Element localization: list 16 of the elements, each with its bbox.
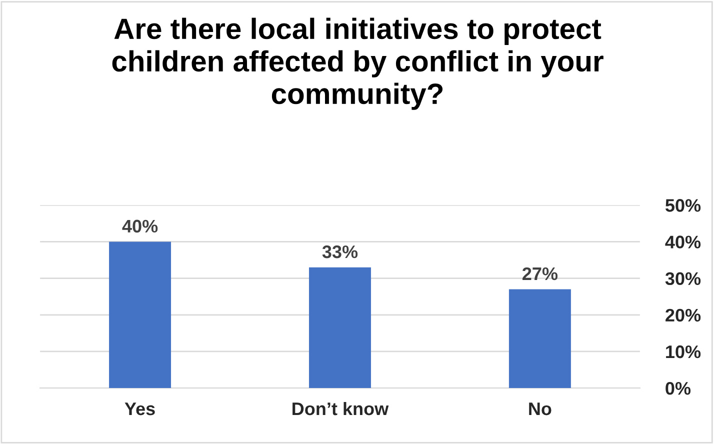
y-tick-label: 0% [666, 382, 691, 395]
y-tick-label: 30% [665, 272, 701, 286]
x-tick-label: Don’t know [292, 402, 389, 416]
bar [508, 289, 571, 388]
x-tick-label: Yes [124, 402, 155, 416]
y-tick-label: 50% [665, 199, 701, 212]
data-label: 27% [522, 267, 558, 280]
x-tick-label: No [529, 402, 552, 416]
data-label: 33% [322, 245, 358, 258]
data-label: 40% [122, 220, 158, 233]
bar [109, 242, 172, 388]
y-tick-label: 20% [666, 308, 701, 322]
chart-title: Are there local initiatives to protect children affected by conflict in your community? [112, 18, 604, 110]
y-tick-label: 40% [665, 236, 701, 248]
bar [308, 267, 371, 388]
y-tick-label: 10% [666, 345, 701, 358]
